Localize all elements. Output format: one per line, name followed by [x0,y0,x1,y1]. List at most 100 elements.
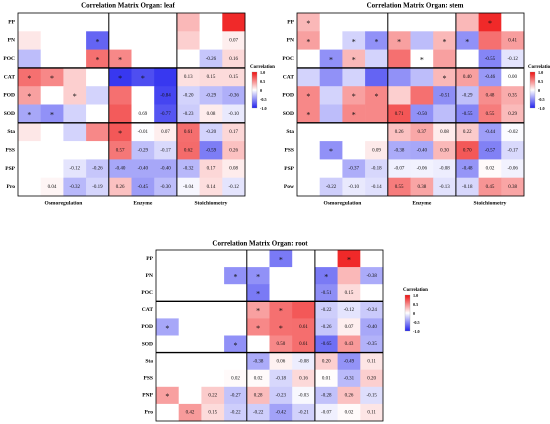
heatmap-cell [40,86,64,105]
heatmap-cell [410,49,434,69]
heatmap-cell [246,352,270,370]
row-label: PSS [285,148,294,154]
heatmap-cell [365,122,389,142]
heatmap-cell [365,13,389,32]
heatmap-cell [199,104,223,124]
cell-value-label: -0.29 [206,93,217,98]
heatmap-cell [319,31,343,50]
cell-value-label: -0.26 [321,325,332,330]
significance-mark: * [374,92,378,101]
legend-tick: -1.0 [260,106,267,111]
row-label: POD [141,324,153,330]
heatmap-cell [201,267,225,285]
heatmap-cell [365,31,389,50]
cell-value-label: -0.12 [507,57,518,62]
heatmap-cell [40,122,64,142]
heatmap-cell [63,159,87,178]
heatmap-cell [246,369,270,388]
significance-mark: * [352,110,356,119]
cell-value-label: 0.07 [345,325,354,330]
heatmap-cell [63,104,87,124]
heatmap-cell [319,13,343,32]
row-label: CAT [283,74,295,80]
cell-value-label: -0.17 [507,148,518,153]
heatmap-cell [178,250,202,268]
heatmap-cell [337,403,361,422]
heatmap-cell [178,267,202,285]
heatmap-cell [337,250,361,268]
cell-value-label: -0.23 [183,112,194,117]
cell-value-label: 0.26 [345,393,354,398]
heatmap-cell [176,122,200,142]
heatmap-cell [224,403,248,422]
significance-mark: * [443,74,447,83]
significance-mark: * [95,37,99,46]
heatmap-cell [108,67,132,87]
significance-mark: * [352,37,356,46]
heatmap-cell [108,86,132,105]
cell-value-label: -0.59 [206,148,217,153]
row-label: PN [146,273,153,279]
row-label: Sta [286,129,294,135]
cell-value-label: 0.15 [207,75,216,80]
cell-value-label: 0.17 [229,130,238,135]
heatmap-cell [314,386,338,405]
heatmap-cell [199,31,223,50]
significance-mark: * [352,92,356,101]
heatmap-cell [176,104,200,124]
cell-value-label: 0.40 [463,75,472,80]
heatmap-cell [478,159,502,178]
heatmap-cell [40,177,64,197]
group-label: Osmoregulation [45,200,83,206]
row-label: PP [146,256,153,262]
heatmap-cell [360,403,384,422]
significance-mark: * [73,92,77,101]
heatmap-cell [387,104,411,124]
heatmap-cell [176,49,200,69]
legend-tick: 0 [538,88,540,93]
heatmap-cell [222,141,246,160]
heatmap-cell [40,141,64,160]
heatmap-cell [269,352,293,370]
heatmap-cell [297,86,320,105]
heatmap-cell [478,31,502,50]
heatmap-cell [269,267,293,285]
cell-value-label: 0.02 [254,376,263,381]
significance-mark: * [420,56,424,65]
cell-value-label: -0.40 [417,148,428,153]
heatmap-cell [156,403,179,422]
heatmap-cell [387,67,411,87]
heatmap-cell [314,369,338,388]
significance-mark: * [118,74,122,83]
cell-value-label: 0.69 [138,112,147,117]
row-label: PN [287,38,294,44]
cell-value-label: -0.32 [183,167,194,172]
heatmap-cell [18,13,41,32]
heatmap-cell [433,13,457,32]
legend-tick: 0.5 [538,79,543,84]
heatmap-cell [292,301,316,319]
heatmap-cell [224,250,248,268]
heatmap-cell [246,403,270,422]
heatmap-cell [297,67,320,87]
heatmap-cell [342,49,366,69]
heatmap-cell [478,49,502,69]
cell-value-label: 0.61 [299,325,308,330]
significance-mark: * [256,324,260,333]
heatmap-cell [337,335,361,353]
heatmap-cell [387,31,411,50]
cell-value-label: -0.21 [298,411,309,416]
heatmap-cell [297,104,320,124]
legend-tick: 1.0 [260,70,265,75]
heatmap-cell [63,86,87,105]
heatmap-cell [178,318,202,336]
heatmap-cell [337,267,361,285]
heatmap-cell [201,335,225,353]
cell-value-label: -0.12 [344,308,355,313]
group-label: Osmoregulation [324,200,362,206]
significance-mark: * [306,37,310,46]
heatmap-cell [337,284,361,302]
heatmap-cell [246,301,270,319]
heatmap-cell [314,250,338,268]
heatmap-cell [337,318,361,336]
